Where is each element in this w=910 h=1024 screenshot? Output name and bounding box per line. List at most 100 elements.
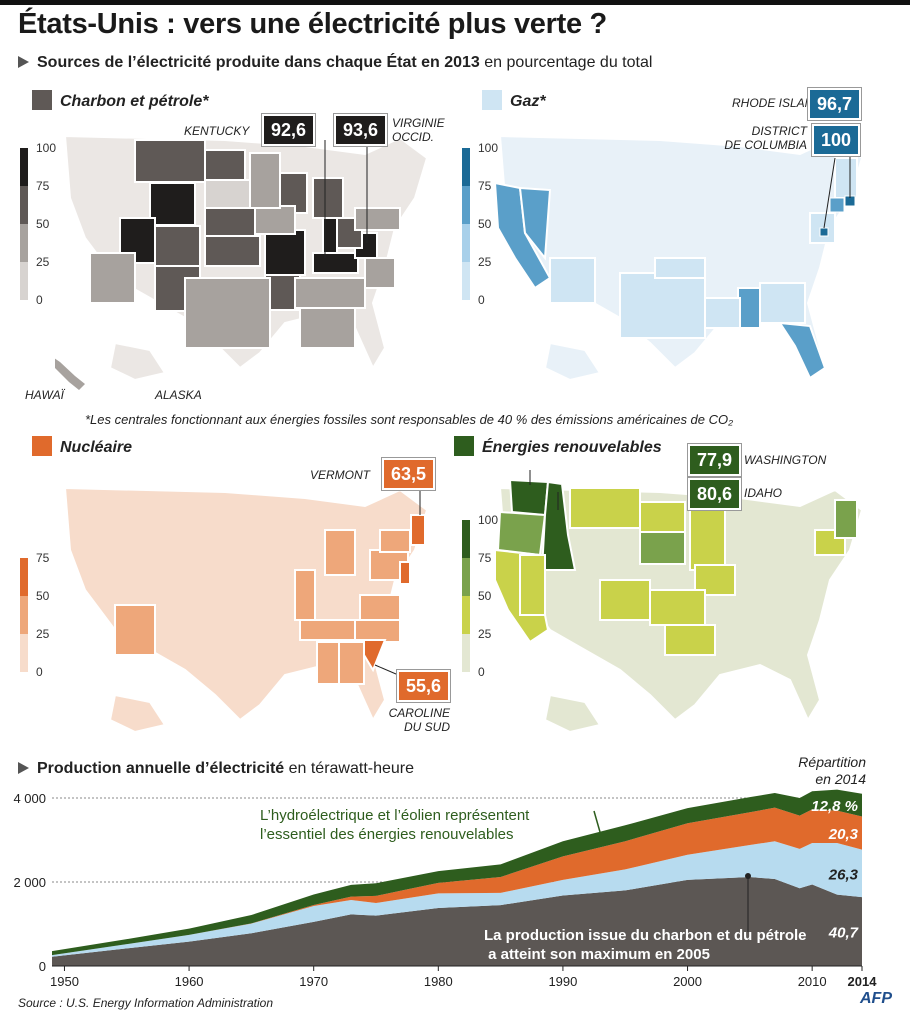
legend-tick: 0 [36, 293, 43, 307]
legend-tick: 75 [36, 551, 50, 565]
callout-dc-label: DISTRICT DE COLUMBIA [724, 124, 807, 152]
state-alabama [316, 641, 340, 685]
legend-tick: 0 [478, 293, 485, 307]
callout-wv-label: VIRGINIE OCCID. [392, 116, 445, 144]
state-mississippi [737, 287, 761, 329]
callout-sc-label: CAROLINE DU SUD [388, 706, 450, 734]
callout-dc-value: 100 [812, 124, 861, 156]
x-tick-label: 1990 [548, 974, 577, 989]
state-illinois [294, 569, 316, 621]
callout-kentucky-label: KENTUCKY [184, 124, 250, 138]
callout-vt-value: 63,5 [382, 458, 436, 490]
area-renew [52, 789, 862, 956]
area-layer [52, 789, 862, 966]
callout-wv-value: 93,6 [334, 114, 388, 146]
panel-charbon-title: Charbon et pétrole* [32, 90, 208, 111]
map-renouvelables [494, 470, 864, 734]
panel-gaz-title: Gaz* [482, 90, 546, 111]
x-tick-label: 1950 [50, 974, 79, 989]
state-georgia [338, 641, 365, 685]
legend-tick: 50 [36, 589, 50, 603]
y-tick-label: 0 [39, 959, 46, 974]
state-wyoming [149, 182, 196, 226]
gaz-swatch [482, 90, 502, 110]
triangle-icon [18, 762, 29, 774]
production-chart: 4 000 2 000 0 1950 1960 1970 1980 1990 2000 2010 2… [13, 789, 878, 989]
state-florida [778, 321, 827, 380]
state-nevada [519, 554, 546, 616]
legend-tick: 25 [478, 255, 492, 269]
callout-id-label: IDAHO [744, 486, 783, 500]
state-virginia [359, 594, 401, 624]
x-tick-label: 2014 [848, 974, 878, 989]
map-nucleaire [63, 486, 429, 734]
callout-ri-label: RHODE ISLAND [732, 96, 823, 110]
page-subtitle: Sources de l’électricité produite dans c… [18, 54, 652, 72]
legend-tick: 50 [478, 217, 492, 231]
state-colorado [599, 579, 651, 621]
state-montana [569, 487, 641, 529]
charbon-legend: 100 75 50 25 0 [20, 141, 80, 307]
state-idaho [540, 480, 577, 571]
renouvelables-title-text: Énergies renouvelables [482, 439, 662, 456]
gaz-legend: 100 75 50 25 0 [462, 141, 522, 307]
map-gaz [493, 123, 864, 382]
subtitle-bold: Sources de l’électricité produite dans c… [37, 54, 480, 71]
charbon-swatch [32, 90, 52, 110]
state-kansas [649, 589, 706, 626]
legend-tick: 100 [478, 513, 499, 527]
callout-vt-label: VERMONT [310, 468, 370, 482]
label-layer: 12,8 % 20,3 26,3 40,7 [811, 798, 858, 941]
y-tick-label: 2 000 [13, 875, 46, 890]
state-oklahoma [664, 624, 716, 656]
state-michigan [324, 529, 356, 576]
production-title: Production annuelle d’électricité en tér… [18, 760, 414, 778]
afp-logo: AFP [860, 990, 892, 1007]
legend-tick: 50 [36, 217, 50, 231]
legend-tick: 25 [36, 627, 50, 641]
annotation-coal: La production issue du charbon et du pét… [484, 927, 807, 963]
subtitle-rest: en pourcentage du total [479, 54, 653, 71]
state-vermont [410, 514, 426, 546]
y-tick-label: 4 000 [13, 791, 46, 806]
legend-tick: 0 [478, 665, 485, 679]
panel-nucleaire-title: Nucléaire [32, 436, 132, 457]
legend-tick: 75 [478, 551, 492, 565]
callout-id-value: 80,6 [688, 478, 742, 510]
area-nuclear [52, 807, 862, 956]
state-nevada [518, 186, 552, 261]
share-label-nuclear: 20,3 [828, 826, 859, 843]
renouvelables-swatch [454, 436, 474, 456]
legend-tick: 0 [36, 665, 43, 679]
panel-renouvelables-title: Énergies renouvelables [454, 436, 662, 457]
legend-tick: 75 [36, 179, 50, 193]
state-arizona [114, 604, 156, 656]
charbon-title-text: Charbon et pétrole* [60, 93, 209, 110]
label-alaska: ALASKA [155, 388, 202, 402]
state-washington [508, 478, 550, 517]
state-north-dakota [639, 501, 686, 533]
legend-tick: 25 [36, 255, 50, 269]
state-kentucky [312, 252, 359, 274]
legend-tick: 25 [478, 627, 492, 641]
state-maine [834, 499, 858, 539]
renouvelables-legend: 100 75 50 25 0 [462, 513, 522, 679]
x-tick-label: 2010 [798, 974, 827, 989]
state-oregon [496, 510, 547, 557]
coal-peak-marker [745, 873, 751, 879]
state-south-dakota [639, 531, 686, 565]
area-coal [52, 876, 862, 966]
callout-wa-value: 77,9 [688, 444, 742, 476]
production-title-rest: en térawatt-heure [284, 760, 415, 777]
source-text: Source : U.S. Energy Information Adminis… [18, 996, 273, 1010]
nucleaire-swatch [32, 436, 52, 456]
legend-tick: 100 [36, 141, 57, 155]
page-title: États-Unis : vers une électricité plus v… [18, 8, 607, 40]
nucleaire-legend: 75 50 25 0 [20, 551, 80, 679]
state-missouri [264, 229, 306, 276]
triangle-icon [18, 56, 29, 68]
x-tick-label: 2000 [673, 974, 702, 989]
state-minnesota [689, 499, 726, 571]
annotation-hydro: L’hydroélectrique et l’éolien représente… [260, 807, 530, 843]
nucleaire-title-text: Nucléaire [60, 439, 133, 456]
